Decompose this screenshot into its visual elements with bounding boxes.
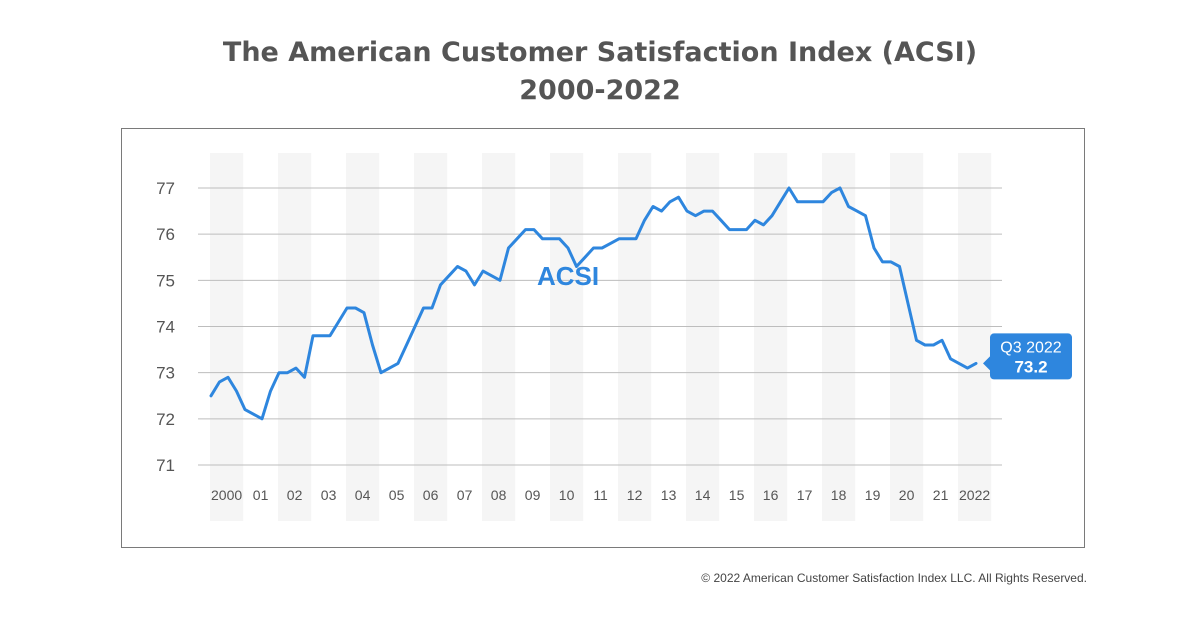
year-band xyxy=(210,153,244,521)
y-tick-label: 74 xyxy=(156,318,175,337)
year-band xyxy=(754,153,788,521)
latest-value-callout xyxy=(990,333,1072,380)
year-band xyxy=(278,153,312,521)
x-tick-label: 05 xyxy=(389,487,405,503)
x-tick-label: 11 xyxy=(593,487,608,503)
x-tick-label: 20 xyxy=(899,487,915,503)
callout-pointer xyxy=(983,356,990,371)
acsi-line-chart: 71 72 73 74 75 76 77 2000 01 02 03 04 05 06 07 08 09 10 11… xyxy=(156,153,1072,521)
x-tick-label: 2022 xyxy=(959,487,990,503)
y-tick-label: 72 xyxy=(156,410,175,429)
x-tick-label: 18 xyxy=(831,487,847,503)
x-tick-label: 08 xyxy=(491,487,507,503)
year-band xyxy=(618,153,652,521)
year-band xyxy=(346,153,380,521)
chart-title-line-2: 2000-2022 xyxy=(519,75,681,106)
x-tick-label: 15 xyxy=(729,487,745,503)
callout-value-label: 73.2 xyxy=(1014,357,1047,376)
year-band xyxy=(482,153,516,521)
x-tick-label: 17 xyxy=(797,487,813,503)
chart-title-line-1: The American Customer Satisfaction Index… xyxy=(222,37,978,68)
x-tick-label: 12 xyxy=(627,487,643,503)
x-tick-label: 06 xyxy=(423,487,439,503)
y-tick-label: 77 xyxy=(156,179,175,198)
x-tick-label: 14 xyxy=(695,487,711,503)
y-tick-label: 75 xyxy=(156,271,175,290)
y-tick-label: 73 xyxy=(156,364,175,383)
x-tick-label: 03 xyxy=(321,487,337,503)
chart-frame: 71 72 73 74 75 76 77 2000 01 02 03 04 05 06 07 08 09 10 11… xyxy=(121,128,1085,548)
x-tick-label: 02 xyxy=(287,487,303,503)
year-band xyxy=(414,153,448,521)
x-tick-label: 16 xyxy=(763,487,779,503)
copyright-notice: © 2022 American Customer Satisfaction In… xyxy=(701,571,1087,585)
chart-title: The American Customer Satisfaction Index… xyxy=(0,34,1200,110)
year-band xyxy=(822,153,856,521)
x-tick-label: 2000 xyxy=(211,487,242,503)
x-tick-label: 21 xyxy=(933,487,949,503)
year-band xyxy=(550,153,584,521)
year-band xyxy=(890,153,924,521)
acsi-series-line xyxy=(209,186,978,421)
year-band xyxy=(686,153,720,521)
x-tick-label: 09 xyxy=(525,487,541,503)
y-tick-label: 76 xyxy=(156,225,175,244)
y-tick-label: 71 xyxy=(156,456,175,475)
x-tick-label: 10 xyxy=(559,487,575,503)
x-tick-label: 04 xyxy=(355,487,371,503)
series-annotation: ACSI xyxy=(537,261,599,291)
callout-period-label: Q3 2022 xyxy=(1000,339,1061,356)
x-tick-label: 07 xyxy=(457,487,473,503)
x-tick-label: 01 xyxy=(253,487,269,503)
year-band xyxy=(958,153,992,521)
x-tick-label: 13 xyxy=(661,487,677,503)
x-tick-label: 19 xyxy=(865,487,881,503)
